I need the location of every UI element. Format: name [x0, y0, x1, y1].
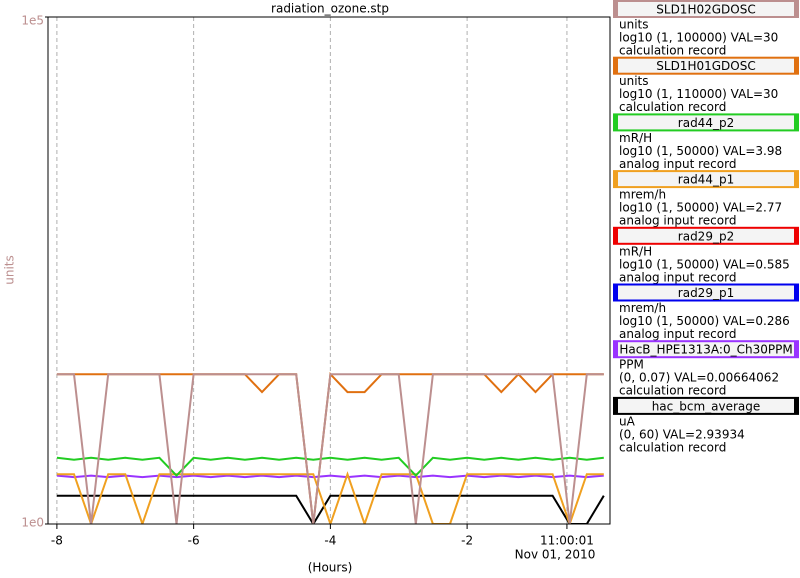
series-line — [56, 456, 604, 478]
legend-record: analog input record — [619, 157, 736, 171]
legend-swatch — [613, 114, 618, 131]
legend-name: SLD1H02GDOSC — [656, 3, 755, 17]
legend-units: uA — [619, 414, 636, 428]
legend-range: log10 (1, 50000) VAL=0.585 — [619, 257, 790, 271]
x-tick-label: -6 — [188, 534, 200, 548]
series-line — [56, 494, 605, 524]
legend-swatch — [794, 171, 799, 188]
legend-name: HacB_HPE1313A:0_Ch30PPM — [619, 343, 792, 357]
chart-title: radiation_ozone.stp — [271, 2, 389, 16]
legend-range: log10 (1, 50000) VAL=2.77 — [619, 201, 782, 215]
series-line — [56, 471, 604, 524]
series-line — [56, 373, 604, 524]
legend-swatch — [613, 1, 618, 17]
legend-record: calculation record — [619, 384, 726, 398]
y-tick-label: 1e0 — [21, 516, 44, 530]
legend-range: (0, 60) VAL=2.93934 — [619, 427, 745, 441]
legend-swatch — [613, 171, 618, 188]
legend-name: rad29_p1 — [678, 286, 734, 300]
y-axis-label: units — [3, 255, 17, 285]
legend-swatch — [613, 284, 618, 301]
plot-area — [56, 17, 605, 524]
legend-range: log10 (1, 50000) VAL=3.98 — [619, 144, 782, 158]
legend-swatch — [613, 341, 618, 358]
legend-units: mrem/h — [619, 301, 666, 315]
legend-units: units — [619, 18, 649, 32]
x-tick-label: -8 — [51, 534, 63, 548]
y-tick-label: 1e5 — [21, 14, 44, 28]
legend-range: log10 (1, 100000) VAL=30 — [619, 31, 778, 45]
legend-name: SLD1H01GDOSC — [656, 59, 755, 73]
legend-swatch — [794, 1, 799, 17]
legend-units: units — [619, 74, 649, 88]
legend-range: log10 (1, 50000) VAL=0.286 — [619, 314, 790, 328]
legend-record: calculation record — [619, 100, 726, 114]
legend-swatch — [794, 227, 799, 244]
legend-swatch — [794, 397, 799, 414]
legend-swatch — [613, 57, 618, 74]
legend-swatch — [794, 57, 799, 74]
x-axis-label: (Hours) — [308, 561, 353, 575]
legend-name: hac_bcm_average — [652, 399, 761, 413]
legend-name: rad44_p2 — [678, 116, 734, 130]
legend-record: calculation record — [619, 44, 726, 58]
legend-record: analog input record — [619, 214, 736, 228]
legend-units: mR/H — [619, 244, 652, 258]
legend-name: rad29_p2 — [678, 229, 734, 243]
series-line — [56, 474, 604, 479]
legend-range: (0, 0.07) VAL=0.00664062 — [619, 371, 779, 385]
x-tick-label: -2 — [461, 534, 473, 548]
legend-swatch — [794, 284, 799, 301]
legend-units: mR/H — [619, 131, 652, 145]
legend-record: analog input record — [619, 327, 736, 341]
x-tick-label: 11:00:01 — [540, 534, 594, 548]
legend-range: log10 (1, 110000) VAL=30 — [619, 87, 778, 101]
legend-swatch — [613, 227, 618, 244]
legend-swatch — [794, 114, 799, 131]
legend-swatch — [794, 341, 799, 358]
legend-record: calculation record — [619, 440, 726, 454]
legend-name: rad44_p1 — [678, 173, 734, 187]
legend-units: mrem/h — [619, 188, 666, 202]
plot-frame — [47, 16, 611, 525]
legend-record: analog input record — [619, 270, 736, 284]
legend-swatch — [613, 397, 618, 414]
legend-units: PPM — [619, 358, 644, 372]
x-tick-label: -4 — [324, 534, 336, 548]
date-label: Nov 01, 2010 — [515, 548, 596, 562]
